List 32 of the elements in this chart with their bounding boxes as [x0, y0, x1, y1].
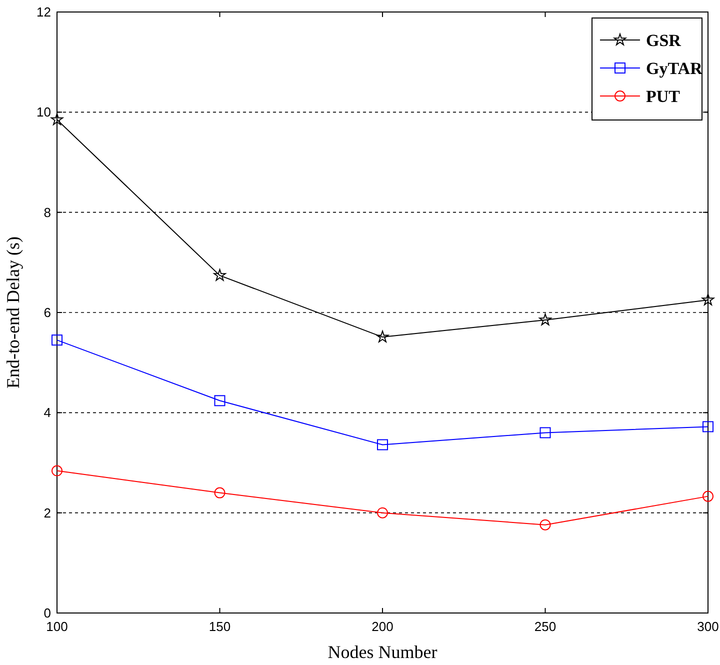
y-axis-title: End-to-end Delay (s) — [3, 236, 23, 388]
point — [540, 519, 551, 530]
point — [50, 113, 64, 126]
point — [702, 421, 714, 432]
y-tick-label: 4 — [44, 405, 51, 420]
point — [702, 294, 714, 306]
x-tick-label: 250 — [534, 619, 556, 634]
y-tick-label: 12 — [36, 4, 51, 20]
x-tick-label: 100 — [46, 619, 68, 634]
point — [214, 395, 226, 406]
y-tick-label: 0 — [44, 606, 51, 621]
point — [377, 439, 388, 450]
y-tick-label: 2 — [44, 505, 51, 520]
point — [702, 490, 714, 502]
point — [539, 314, 552, 326]
y-tick-label: 8 — [44, 204, 51, 220]
point — [377, 507, 388, 518]
y-tick-label: 10 — [36, 104, 51, 120]
x-tick-label: 300 — [697, 619, 719, 634]
x-tick-label: 150 — [208, 619, 231, 634]
point — [52, 465, 62, 476]
point — [376, 330, 389, 342]
y-tick-label: 6 — [44, 305, 51, 320]
point — [214, 487, 226, 498]
x-axis-title: Nodes Number — [328, 642, 438, 662]
legend-label: GyTAR — [646, 58, 704, 78]
legend-label: PUT — [646, 86, 681, 106]
point — [52, 334, 62, 346]
point — [540, 427, 551, 438]
legend-label: GSR — [646, 30, 682, 50]
point — [214, 268, 226, 281]
x-tick-label: 200 — [372, 619, 394, 634]
